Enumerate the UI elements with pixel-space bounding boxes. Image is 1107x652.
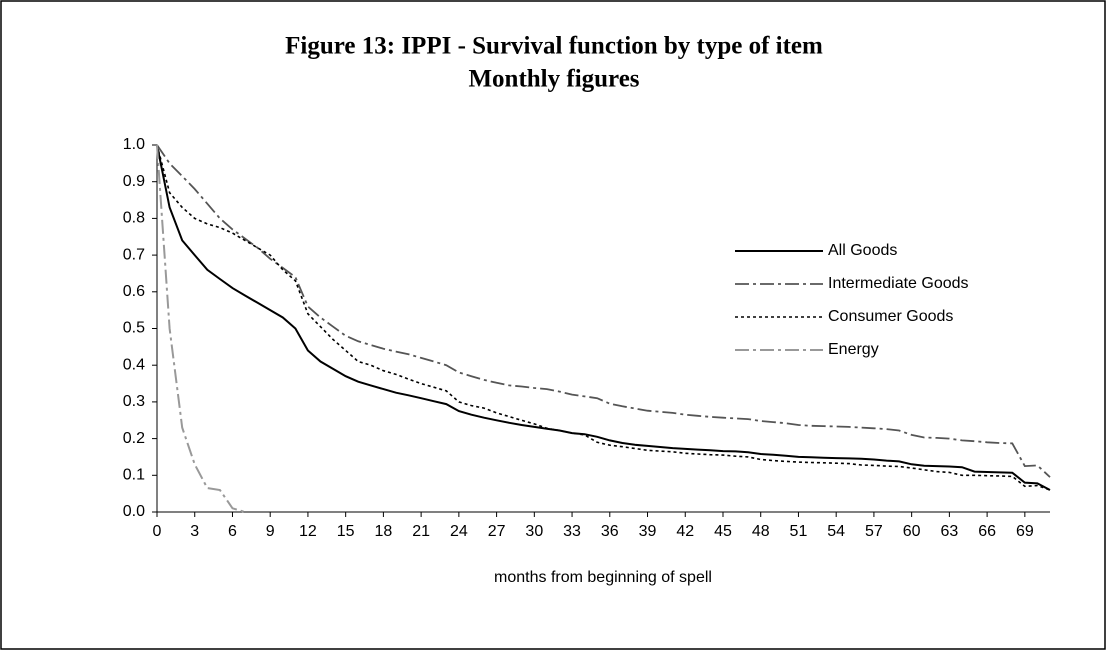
x-tick-label: 36 — [601, 523, 619, 540]
y-tick-label: 1.0 — [123, 136, 145, 153]
x-tick-label: 21 — [412, 523, 430, 540]
y-tick-label: 0.8 — [123, 210, 145, 227]
y-tick-label: 0.4 — [123, 356, 145, 373]
x-tick-label: 15 — [337, 523, 355, 540]
x-tick-label: 42 — [676, 523, 694, 540]
y-tick-label: 0.5 — [123, 320, 145, 337]
x-axis-label: months from beginning of spell — [494, 569, 712, 586]
legend-label: Intermediate Goods — [828, 275, 969, 292]
x-tick-label: 63 — [940, 523, 958, 540]
x-tick-label: 66 — [978, 523, 996, 540]
x-tick-label: 9 — [266, 523, 275, 540]
legend-label: Energy — [828, 341, 879, 358]
y-tick-label: 0.9 — [123, 173, 145, 190]
chart-title: Figure 13: IPPI - Survival function by t… — [285, 33, 823, 60]
x-tick-label: 30 — [525, 523, 543, 540]
y-tick-label: 0.1 — [123, 467, 145, 484]
x-tick-label: 0 — [153, 523, 162, 540]
x-tick-label: 6 — [228, 523, 237, 540]
x-tick-label: 27 — [488, 523, 506, 540]
x-tick-label: 39 — [639, 523, 657, 540]
x-tick-label: 54 — [827, 523, 845, 540]
x-tick-label: 60 — [903, 523, 921, 540]
x-tick-label: 51 — [790, 523, 808, 540]
y-tick-label: 0.2 — [123, 430, 145, 447]
x-tick-label: 57 — [865, 523, 883, 540]
y-tick-label: 0.6 — [123, 283, 145, 300]
y-tick-label: 0.7 — [123, 246, 145, 263]
legend-label: Consumer Goods — [828, 308, 953, 325]
x-tick-label: 12 — [299, 523, 317, 540]
chart-subtitle: Monthly figures — [468, 66, 639, 93]
series-line — [156, 144, 1051, 491]
x-tick-label: 33 — [563, 523, 581, 540]
series-line — [156, 144, 246, 513]
series-line — [156, 144, 1051, 491]
y-tick-label: 0.0 — [123, 503, 145, 520]
series-line — [156, 144, 1051, 478]
x-tick-label: 69 — [1016, 523, 1034, 540]
legend-label: All Goods — [828, 242, 897, 259]
x-tick-label: 3 — [190, 523, 199, 540]
y-tick-label: 0.3 — [123, 393, 145, 410]
x-tick-label: 24 — [450, 523, 468, 540]
x-tick-label: 45 — [714, 523, 732, 540]
x-tick-label: 48 — [752, 523, 770, 540]
x-tick-label: 18 — [374, 523, 392, 540]
